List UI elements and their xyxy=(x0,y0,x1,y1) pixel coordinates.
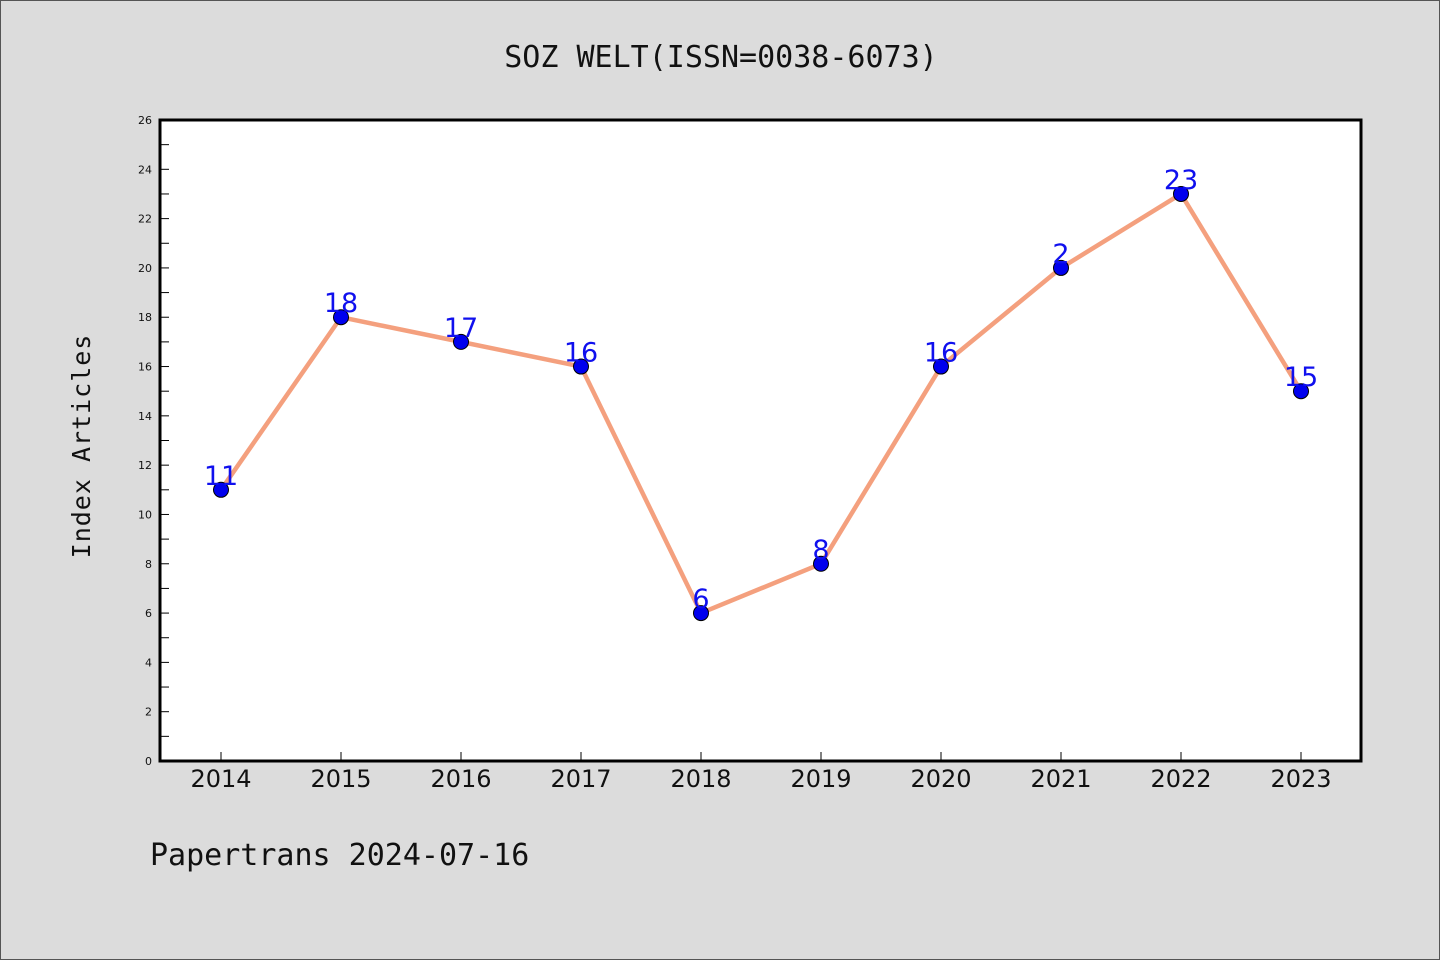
y-tick-label: 2 xyxy=(145,706,152,719)
series-layer: 11 18 17 16 6 8 16 2 23 15 xyxy=(204,165,1318,622)
y-tick-label: 14 xyxy=(138,410,152,423)
x-tick-label: 2018 xyxy=(670,765,731,793)
data-point xyxy=(933,358,949,375)
y-tick-label: 20 xyxy=(138,262,152,275)
data-label: 16 xyxy=(924,338,958,369)
data-point xyxy=(693,605,709,622)
x-tick-label: 2017 xyxy=(550,765,611,793)
data-label: 2 xyxy=(1052,239,1069,270)
y-tick-label: 24 xyxy=(138,163,152,176)
data-label: 11 xyxy=(204,461,238,492)
x-tick-label: 2023 xyxy=(1270,765,1331,793)
y-tick-label: 16 xyxy=(138,361,152,374)
y-tick-label: 4 xyxy=(145,656,152,669)
y-tick-label: 12 xyxy=(138,459,152,472)
data-label: 18 xyxy=(324,288,358,319)
data-label: 17 xyxy=(444,313,478,344)
chart-title: SOZ WELT(ISSN=0038-6073) xyxy=(504,40,937,75)
data-point xyxy=(813,555,829,572)
y-tick-label: 8 xyxy=(145,558,152,571)
data-label: 15 xyxy=(1284,362,1318,393)
x-axis-ticks: 2014 2015 2016 2017 2018 2019 2020 2021 2022 2023 xyxy=(190,752,1332,793)
x-tick-label: 2014 xyxy=(190,765,251,793)
data-label: 8 xyxy=(812,535,829,566)
x-tick-label: 2016 xyxy=(430,765,491,793)
data-label: 23 xyxy=(1164,165,1198,196)
y-tick-label: 26 xyxy=(138,114,152,127)
data-point xyxy=(1173,185,1189,202)
y-tick-label: 22 xyxy=(138,213,152,226)
y-tick-label: 0 xyxy=(145,755,152,768)
data-point xyxy=(453,333,469,350)
y-tick-label: 6 xyxy=(145,607,152,620)
y-axis-label: Index Articles xyxy=(67,334,96,559)
data-point xyxy=(333,309,349,326)
x-tick-label: 2022 xyxy=(1150,765,1211,793)
footer-text: Papertrans 2024-07-16 xyxy=(150,838,529,873)
x-tick-label: 2015 xyxy=(310,765,371,793)
y-tick-label: 10 xyxy=(138,508,152,521)
data-point xyxy=(573,358,589,375)
series-line xyxy=(219,191,1303,616)
x-tick-label: 2020 xyxy=(910,765,971,793)
y-tick-label: 18 xyxy=(138,311,152,324)
data-point xyxy=(213,481,229,498)
data-label: 6 xyxy=(692,584,709,615)
data-label: 16 xyxy=(564,338,598,369)
x-tick-label: 2019 xyxy=(790,765,851,793)
plot-area xyxy=(158,118,1363,763)
data-point xyxy=(1293,383,1309,400)
x-tick-label: 2021 xyxy=(1030,765,1091,793)
data-point xyxy=(1053,259,1069,276)
